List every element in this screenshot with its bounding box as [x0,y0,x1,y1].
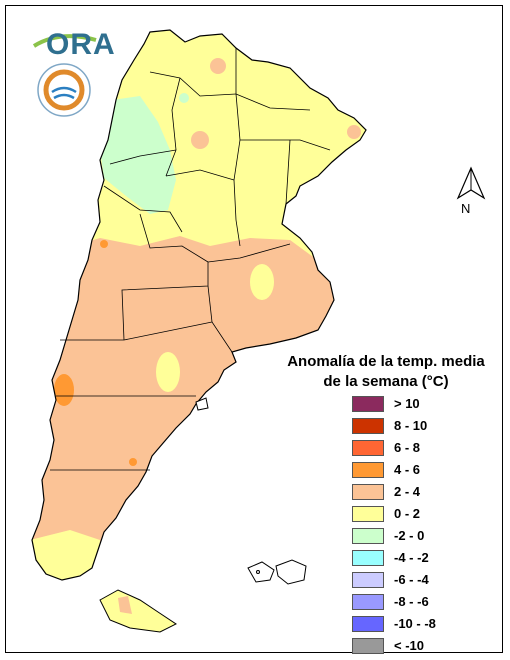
legend-swatch [352,484,384,500]
north-label: N [461,201,471,216]
anomaly-2-4-spot [191,131,209,149]
anomaly-0-2-patch [32,530,100,580]
anomaly-2-4-spot [347,125,361,139]
legend-label: -6 - -4 [394,572,429,587]
malvinas-islands [247,559,307,585]
ora-logo: ORA [46,28,116,61]
legend-swatch [352,528,384,544]
legend-swatch [352,594,384,610]
legend-title-line-2: de la semana (°C) [323,373,449,390]
smn-seal-icon [37,63,91,117]
anomaly-2-4-patch [118,596,132,614]
legend-label: 2 - 4 [394,484,421,499]
peninsula-valdes [195,397,209,411]
legend-swatch [352,506,384,522]
anomaly-0-2-patch [156,352,180,392]
anomaly-minus2-0-spot [179,93,189,103]
legend-swatch [352,462,384,478]
legend-label: 8 - 10 [394,418,428,433]
legend-label: < -10 [394,638,424,653]
legend-swatch [352,572,384,588]
tierra-del-fuego [99,589,177,633]
anomaly-4-6-spot [54,374,74,406]
legend-label: 0 - 2 [394,506,421,521]
anomaly-4-6-spot [100,240,108,248]
legend-swatch [352,418,384,434]
anomaly-2-4-region [32,236,340,560]
anomaly-minus2-0-region [100,96,176,214]
legend-swatch [352,616,384,632]
legend-label: 4 - 6 [394,462,421,477]
legend-label: 6 - 8 [394,440,421,455]
anomaly-2-4-spot [210,58,226,74]
legend-title-line-1: Anomalía de la temp. media [287,353,485,370]
north-arrow-icon [456,166,486,200]
anomaly-0-2-patch [250,264,274,300]
legend-label: -10 - -8 [394,616,436,631]
legend-label: -8 - -6 [394,594,429,609]
legend-label: > 10 [394,396,420,411]
legend-swatch [352,638,384,654]
legend-label: -2 - 0 [394,528,425,543]
legend-swatch [352,550,384,566]
legend-swatch [352,440,384,456]
province-boundaries [50,48,331,471]
legend-label: -4 - -2 [394,550,429,565]
legend-swatch [352,396,384,412]
ora-swoosh-icon [32,34,97,48]
anomaly-4-6-spot [129,458,137,466]
legend-title: Anomalía de la temp. media de la semana … [276,352,496,392]
